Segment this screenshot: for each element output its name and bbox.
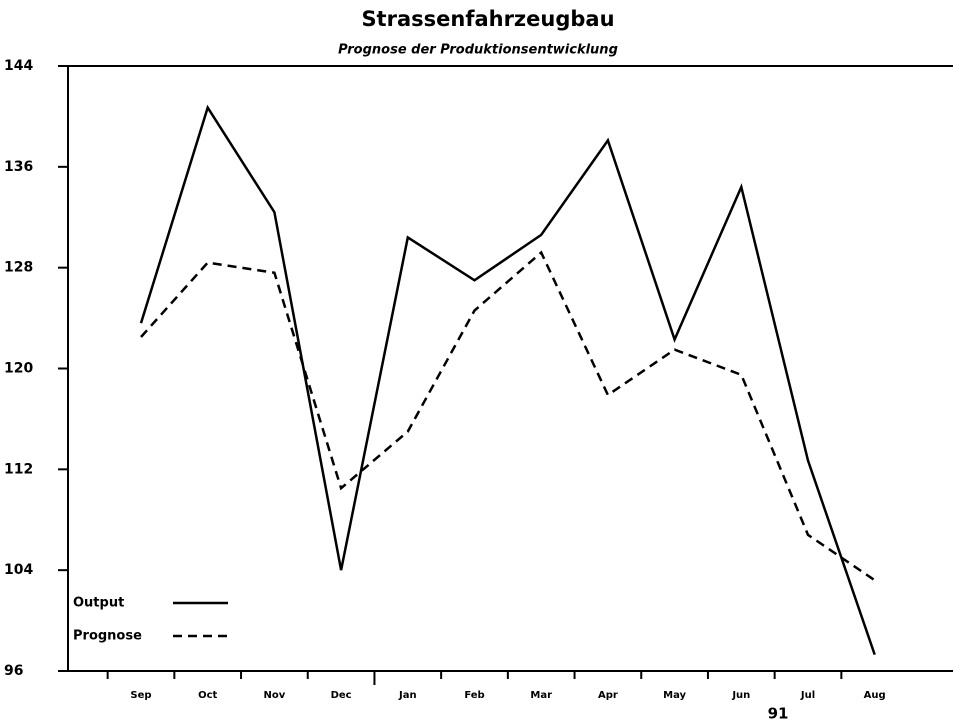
x-tick-label: Mar bbox=[530, 690, 552, 701]
year-annotation: 91 bbox=[768, 705, 789, 723]
series-line bbox=[139, 104, 876, 656]
series-line bbox=[140, 250, 876, 582]
chart-title: Strassenfahrzeugbau bbox=[361, 7, 614, 31]
y-tick-label: 120 bbox=[4, 361, 33, 377]
x-tick-label: Dec bbox=[331, 690, 352, 701]
chart-subtitle: Prognose der Produktionsentwicklung bbox=[338, 43, 618, 58]
legend-label: Prognose bbox=[73, 629, 142, 644]
x-tick-label: Apr bbox=[598, 690, 618, 701]
y-tick-label: 128 bbox=[4, 260, 33, 276]
y-tick-label: 104 bbox=[4, 562, 33, 578]
x-tick-label: Oct bbox=[198, 690, 217, 701]
x-tick-label: May bbox=[663, 690, 686, 701]
x-tick-label: Jun bbox=[731, 690, 750, 701]
x-tick-label: Aug bbox=[864, 690, 886, 701]
y-tick-label: 144 bbox=[4, 58, 33, 74]
legend-label: Output bbox=[73, 596, 124, 611]
x-tick-label: Feb bbox=[464, 690, 484, 701]
x-tick-label: Nov bbox=[264, 690, 286, 701]
x-tick-label: Jul bbox=[800, 690, 815, 701]
y-tick-label: 96 bbox=[4, 663, 23, 679]
y-tick-label: 112 bbox=[4, 461, 33, 477]
x-tick-label: Jan bbox=[398, 690, 417, 701]
y-tick-label: 136 bbox=[4, 159, 33, 175]
x-tick-label: Sep bbox=[130, 690, 151, 701]
